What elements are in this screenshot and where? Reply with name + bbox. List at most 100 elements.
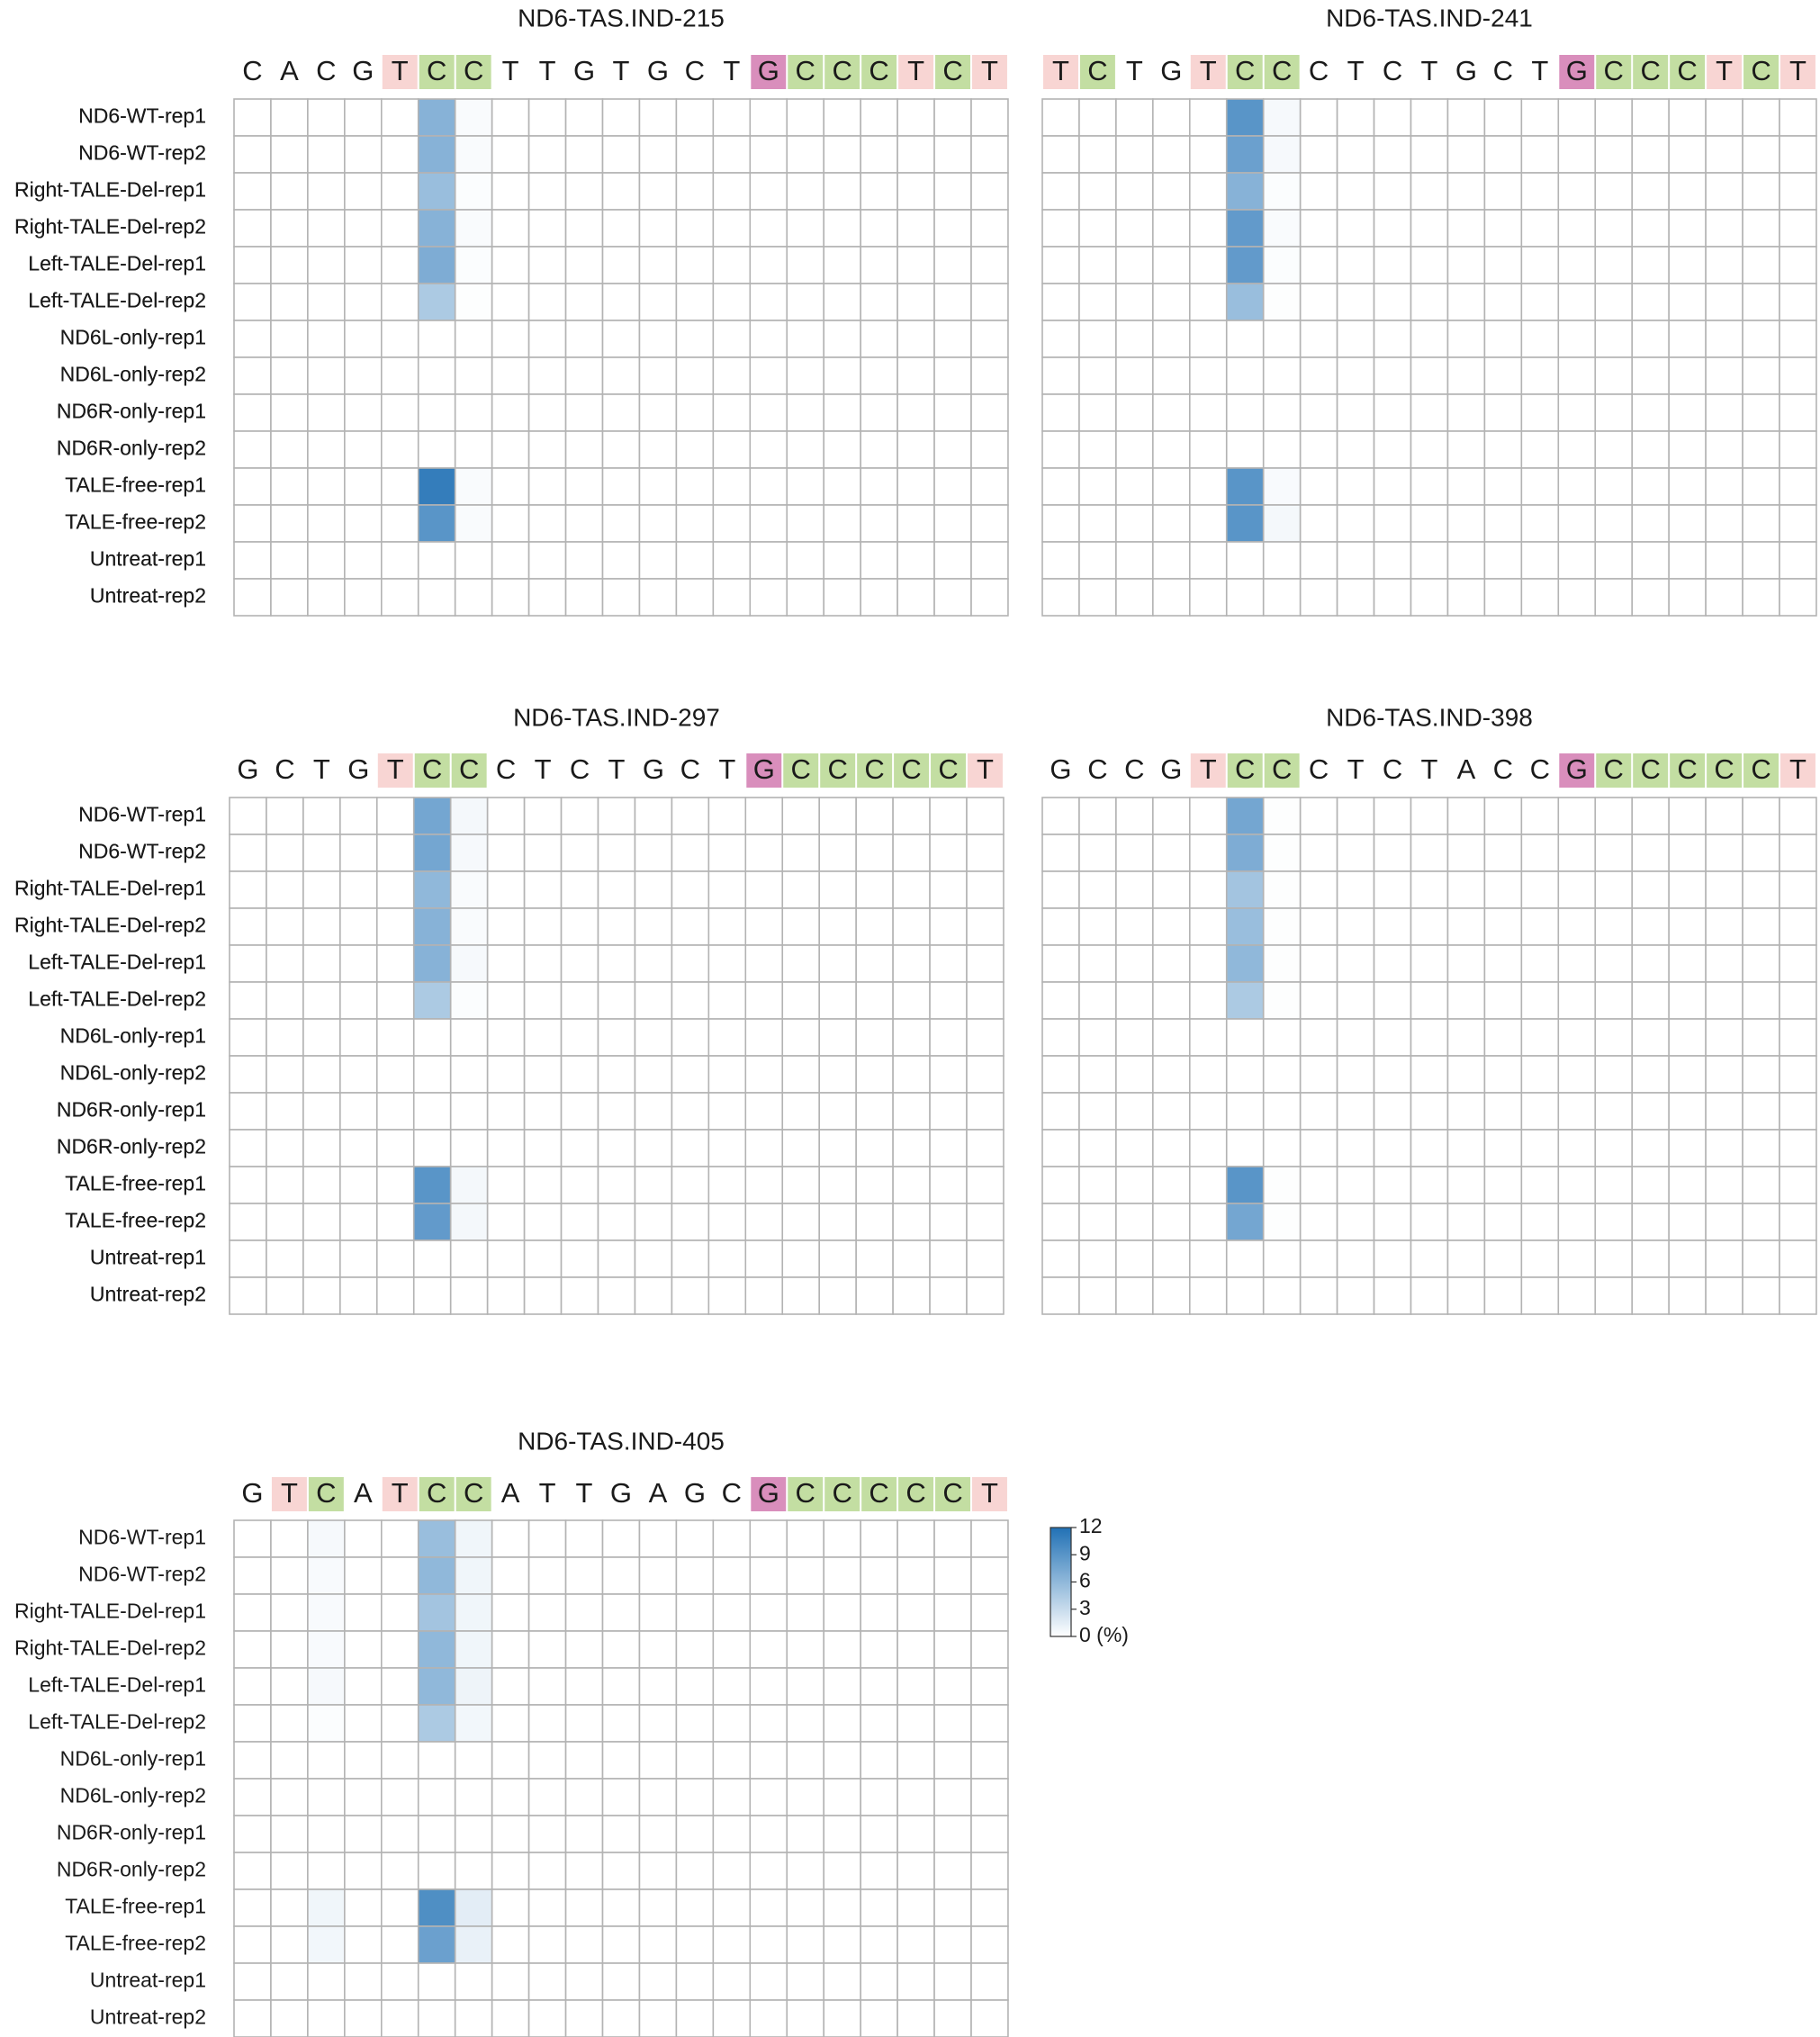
heatmap-cell — [638, 283, 678, 321]
row-label: ND6-WT-rep1 — [78, 803, 206, 826]
base-highlight — [1559, 753, 1595, 788]
heatmap-cell — [712, 1925, 752, 1964]
heatmap-cell — [1262, 1018, 1302, 1057]
heatmap-cell — [491, 172, 530, 211]
heatmap-cell — [933, 1556, 972, 1595]
heatmap-cell — [855, 1129, 894, 1167]
heatmap-cell — [486, 1276, 526, 1315]
heatmap-cell — [266, 1276, 304, 1315]
heatmap-cell — [380, 1815, 419, 1853]
row-label: Untreat-rep1 — [90, 1246, 206, 1269]
base-highlight — [972, 55, 1007, 89]
heatmap-cell — [1262, 1166, 1302, 1204]
heatmap-cell — [712, 283, 752, 321]
heatmap-cell — [781, 1239, 821, 1278]
heatmap-cell — [375, 834, 415, 872]
heatmap-cell — [675, 246, 715, 284]
heatmap-cell — [1779, 797, 1817, 835]
heatmap-cell — [929, 1018, 968, 1057]
heatmap-cell — [1594, 1055, 1634, 1094]
heatmap-cell — [1483, 172, 1523, 211]
row-label: Left-TALE-Del-rep2 — [28, 289, 206, 312]
heatmap-cell — [1742, 541, 1780, 580]
heatmap-cell — [855, 907, 894, 946]
heatmap-cell — [892, 797, 931, 835]
base-label: C — [1383, 753, 1402, 785]
heatmap-cell — [896, 1962, 935, 2001]
heatmap-cell — [707, 1239, 747, 1278]
heatmap-cell — [380, 1852, 419, 1890]
heatmap-cell — [1115, 541, 1154, 580]
heatmap-cell — [307, 1888, 346, 1927]
heatmap-cell — [307, 1852, 346, 1890]
heatmap-cell — [527, 393, 567, 432]
heatmap-cell — [1594, 1129, 1634, 1167]
heatmap-cell — [1668, 1166, 1707, 1204]
heatmap-cell — [892, 1092, 931, 1131]
heatmap-cell — [823, 1815, 861, 1853]
heatmap-cell — [712, 172, 752, 211]
row-label: Right-TALE-Del-rep2 — [14, 914, 206, 937]
heatmap-cell — [417, 98, 456, 137]
heatmap-cell — [744, 1166, 784, 1204]
heatmap-cell — [1668, 907, 1707, 946]
heatmap-cell — [449, 944, 489, 983]
heatmap-cell — [1078, 1203, 1117, 1241]
heatmap-cell — [1041, 834, 1080, 872]
heatmap-cell — [523, 1166, 563, 1204]
heatmap-cell — [1262, 1129, 1302, 1167]
heatmap-cell — [786, 98, 825, 137]
row-label: Right-TALE-Del-rep1 — [14, 1600, 206, 1623]
heatmap-cell — [454, 246, 493, 284]
heatmap-cell — [412, 1055, 452, 1094]
heatmap-cell — [1373, 1129, 1412, 1167]
heatmap-cell — [675, 356, 715, 395]
row-label: Left-TALE-Del-rep2 — [28, 1710, 206, 1734]
heatmap-cell — [638, 1888, 678, 1927]
heatmap-cell — [1520, 246, 1560, 284]
heatmap-cell — [1779, 1092, 1817, 1131]
heatmap-cell — [781, 1276, 821, 1315]
heatmap-cell — [1631, 172, 1670, 211]
colorbar — [1050, 1527, 1072, 1637]
heatmap-cell — [1446, 467, 1486, 506]
heatmap-cell — [380, 356, 419, 395]
heatmap-cell — [302, 834, 341, 872]
heatmap-cell — [1705, 504, 1743, 543]
heatmap-cell — [786, 578, 825, 617]
heatmap-cell — [449, 1018, 489, 1057]
heatmap-cell — [744, 1129, 784, 1167]
heatmap-cell — [1299, 834, 1338, 872]
heatmap-cell — [1668, 209, 1707, 248]
heatmap-cell — [486, 834, 526, 872]
heatmap-cell — [601, 467, 641, 506]
heatmap-cell — [855, 981, 894, 1020]
heatmap-cell — [601, 1888, 641, 1927]
heatmap-cell — [675, 283, 715, 321]
heatmap-cell — [1225, 1203, 1265, 1241]
heatmap-cell — [560, 944, 599, 983]
heatmap-cell — [1299, 1276, 1338, 1315]
heatmap-cell — [933, 320, 972, 358]
heatmap-cell — [933, 430, 972, 469]
heatmap-cell — [1520, 209, 1560, 248]
base-label: C — [1493, 55, 1513, 86]
heatmap-cell — [970, 1704, 1009, 1743]
heatmap-cell — [1779, 1203, 1817, 1241]
row-label: ND6-WT-rep2 — [78, 840, 206, 863]
row-label: ND6L-only-rep2 — [60, 1061, 206, 1085]
heatmap-cell — [1483, 1276, 1523, 1315]
heatmap-cell — [1078, 1055, 1117, 1094]
heatmap-cell — [1557, 541, 1597, 580]
base-highlight — [1227, 753, 1263, 788]
heatmap-cell — [601, 1630, 641, 1669]
base-label: C — [427, 1477, 446, 1509]
heatmap-cell — [270, 430, 309, 469]
heatmap-cell — [302, 1092, 341, 1131]
heatmap-cell — [266, 1018, 304, 1057]
heatmap-cell — [491, 1704, 530, 1743]
heatmap-cell — [527, 283, 567, 321]
heatmap-cell — [1446, 578, 1486, 617]
heatmap-cell — [307, 1556, 346, 1595]
heatmap-cell — [1262, 393, 1302, 432]
